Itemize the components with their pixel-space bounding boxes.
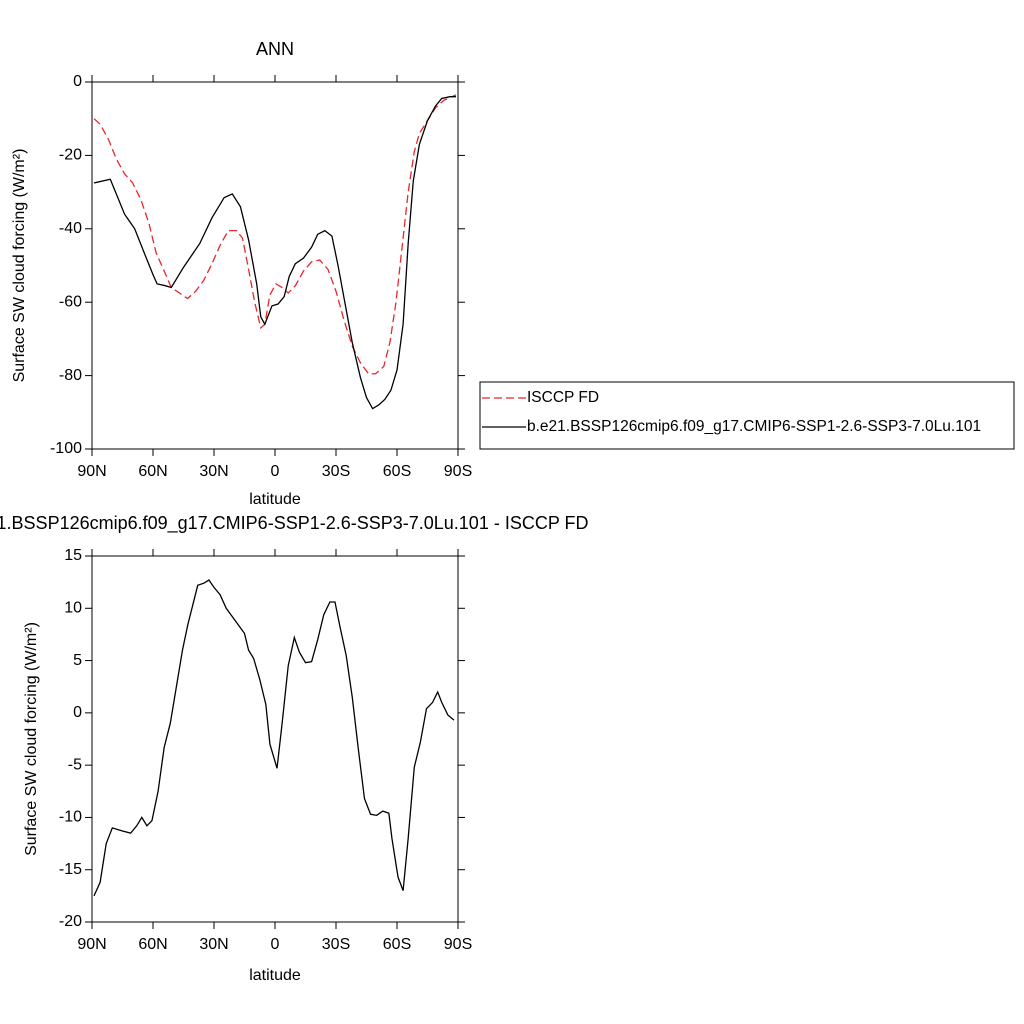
y-axis-label: Surface SW cloud forcing (W/m²) [23,622,40,856]
y-tick-label: -60 [59,293,82,310]
y-tick-label: -20 [59,913,82,930]
y-tick-label: -20 [59,147,82,164]
chart-title: ANN [256,39,294,59]
y-tick-label: 5 [73,652,82,669]
chart-title: b.e21.BSSP126cmip6.f09_g17.CMIP6-SSP1-2.… [0,513,589,534]
y-tick-label: -100 [50,440,82,457]
data-line [93,579,455,897]
y-axis-label: Surface SW cloud forcing (W/m²) [11,149,28,383]
x-tick-label: 30N [199,936,228,953]
x-tick-label: 60S [383,463,411,480]
y-tick-label: 0 [73,73,82,90]
x-tick-label: 60N [138,463,167,480]
x-tick-label: 90S [444,463,472,480]
y-tick-label: -40 [59,220,82,237]
x-tick-label: 0 [271,936,280,953]
x-tick-label: 30S [322,463,350,480]
x-tick-label: 60N [138,936,167,953]
y-tick-label: -15 [59,861,82,878]
x-axis-label: latitude [249,491,301,508]
x-tick-label: 30N [199,463,228,480]
x-tick-label: 90N [77,463,106,480]
legend-label: ISCCP FD [527,389,599,406]
y-tick-label: -80 [59,367,82,384]
x-tick-label: 30S [322,936,350,953]
data-line [93,96,456,410]
legend-label: b.e21.BSSP126cmip6.f09_g17.CMIP6-SSP1-2.… [527,418,981,435]
x-tick-label: 0 [271,463,280,480]
x-axis-label: latitude [249,967,301,984]
y-tick-label: 0 [73,704,82,721]
y-tick-label: 15 [64,547,82,564]
y-tick-label: -10 [59,809,82,826]
x-tick-label: 60S [383,936,411,953]
data-line [93,94,457,375]
x-tick-label: 90S [444,936,472,953]
y-tick-label: 10 [64,600,82,617]
legend-box [479,381,1015,450]
x-tick-label: 90N [77,936,106,953]
y-tick-label: -5 [68,756,82,773]
